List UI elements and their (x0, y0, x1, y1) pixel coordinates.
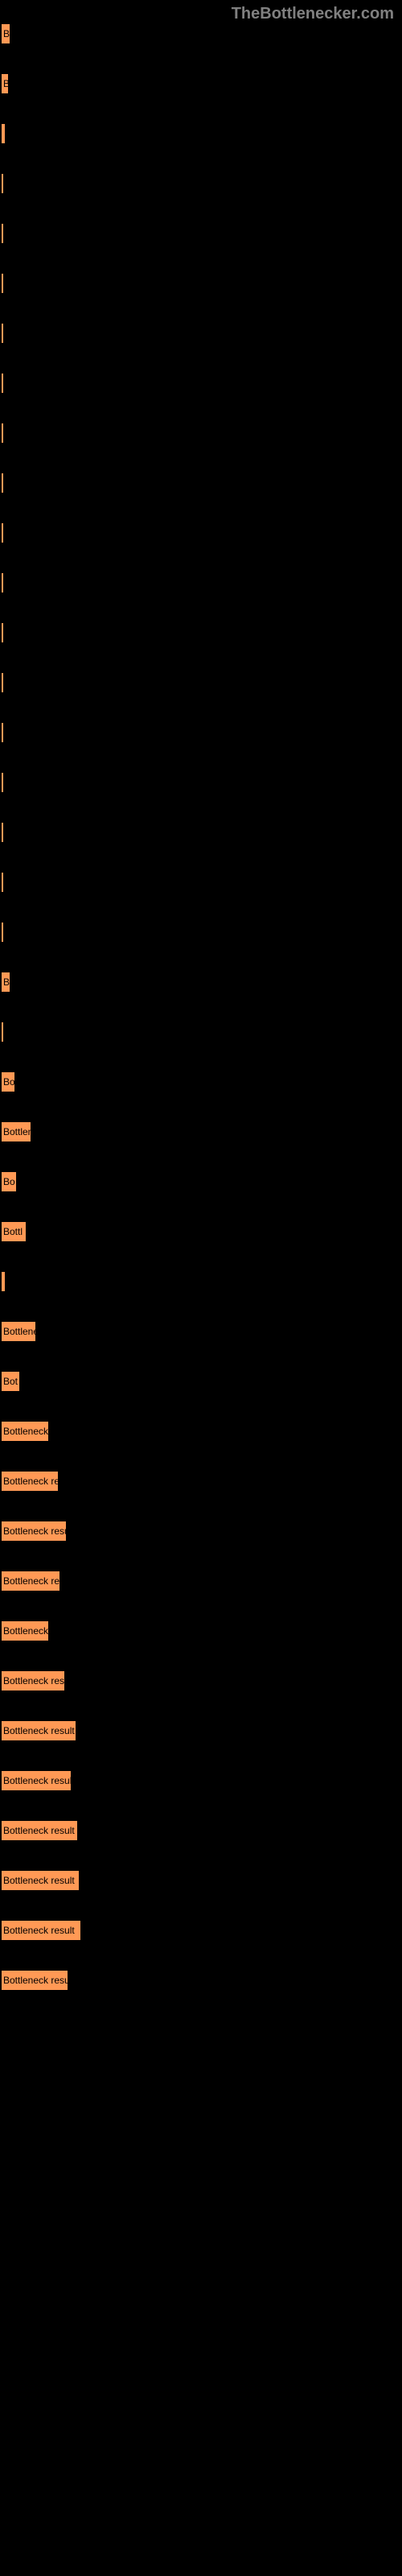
bar-row (2, 324, 402, 343)
bar: B (2, 972, 10, 992)
bar-row: Bottleneck (2, 1422, 402, 1441)
bar-row: Bottleneck re (2, 1571, 402, 1591)
bar-row (2, 174, 402, 193)
bar-row: Bottleneck resu (2, 1521, 402, 1541)
bar (2, 224, 3, 243)
bar-row (2, 224, 402, 243)
bar (2, 174, 3, 193)
bar-row (2, 623, 402, 642)
bar-row (2, 473, 402, 493)
bar-row (2, 573, 402, 592)
bar-row (2, 523, 402, 543)
bar: Bottleneck result (2, 1871, 79, 1890)
bar (2, 823, 3, 842)
bar: Bottlene (2, 1322, 35, 1341)
bar (2, 673, 3, 692)
bar (2, 274, 3, 293)
bar-row (2, 374, 402, 393)
bar-row (2, 274, 402, 293)
bar-row: Bottleneck result (2, 1721, 402, 1740)
bar: Bottlen (2, 1122, 31, 1141)
bar-row: Bottleneck resul (2, 1771, 402, 1790)
bar-row (2, 1272, 402, 1291)
bar-row: Bo (2, 1072, 402, 1092)
bar (2, 1272, 5, 1291)
bar-row: Bo (2, 1172, 402, 1191)
watermark-text: TheBottlenecker.com (232, 5, 394, 23)
bar-row: Bottlen (2, 1122, 402, 1141)
bar-row: Bottleneck re (2, 1472, 402, 1491)
bar-row: Bottl (2, 1222, 402, 1241)
bar: B (2, 24, 10, 43)
bar (2, 773, 3, 792)
bar: Bo (2, 1172, 16, 1191)
bar: Bottleneck resu (2, 1521, 66, 1541)
bar-row: B (2, 74, 402, 93)
bar: Bottl (2, 1222, 26, 1241)
bar (2, 324, 3, 343)
bar-row: Bottlene (2, 1322, 402, 1341)
bar-row (2, 923, 402, 942)
bar (2, 1022, 3, 1042)
bar-row (2, 873, 402, 892)
bar (2, 473, 3, 493)
bar: Bottleneck res (2, 1671, 64, 1690)
bar: Bottleneck re (2, 1472, 58, 1491)
bar (2, 623, 3, 642)
bar: Bottleneck re (2, 1571, 59, 1591)
bar-row (2, 124, 402, 143)
bar (2, 523, 3, 543)
bar: Bottleneck result (2, 1821, 77, 1840)
bar: Bottleneck result (2, 1921, 80, 1940)
bar (2, 423, 3, 443)
bar-chart: B B B Bo Bottlen Bo Bottl Bottlene Bot Bottleneck… (0, 0, 402, 1990)
bar-row (2, 673, 402, 692)
bar-row: Bottleneck result (2, 1821, 402, 1840)
bar-row: Bottleneck resu (2, 1971, 402, 1990)
bar (2, 124, 5, 143)
bar: Bottleneck (2, 1621, 48, 1641)
bar: Bottleneck result (2, 1721, 76, 1740)
bar (2, 873, 3, 892)
bar: Bottleneck (2, 1422, 48, 1441)
bar-row: Bot (2, 1372, 402, 1391)
bar-row (2, 423, 402, 443)
bar-row: Bottleneck result (2, 1871, 402, 1890)
bar-row (2, 773, 402, 792)
bar: B (2, 74, 8, 93)
bar (2, 923, 3, 942)
bar-row: B (2, 972, 402, 992)
bar: Bottleneck resul (2, 1771, 71, 1790)
bar: Bo (2, 1072, 14, 1092)
bar-row: B (2, 24, 402, 43)
bar (2, 723, 3, 742)
bar-row (2, 1022, 402, 1042)
bar: Bot (2, 1372, 19, 1391)
bar (2, 573, 3, 592)
bar: Bottleneck resu (2, 1971, 68, 1990)
bar-row (2, 823, 402, 842)
bar-row (2, 723, 402, 742)
bar (2, 374, 3, 393)
bar-row: Bottleneck res (2, 1671, 402, 1690)
bar-row: Bottleneck result (2, 1921, 402, 1940)
bar-row: Bottleneck (2, 1621, 402, 1641)
